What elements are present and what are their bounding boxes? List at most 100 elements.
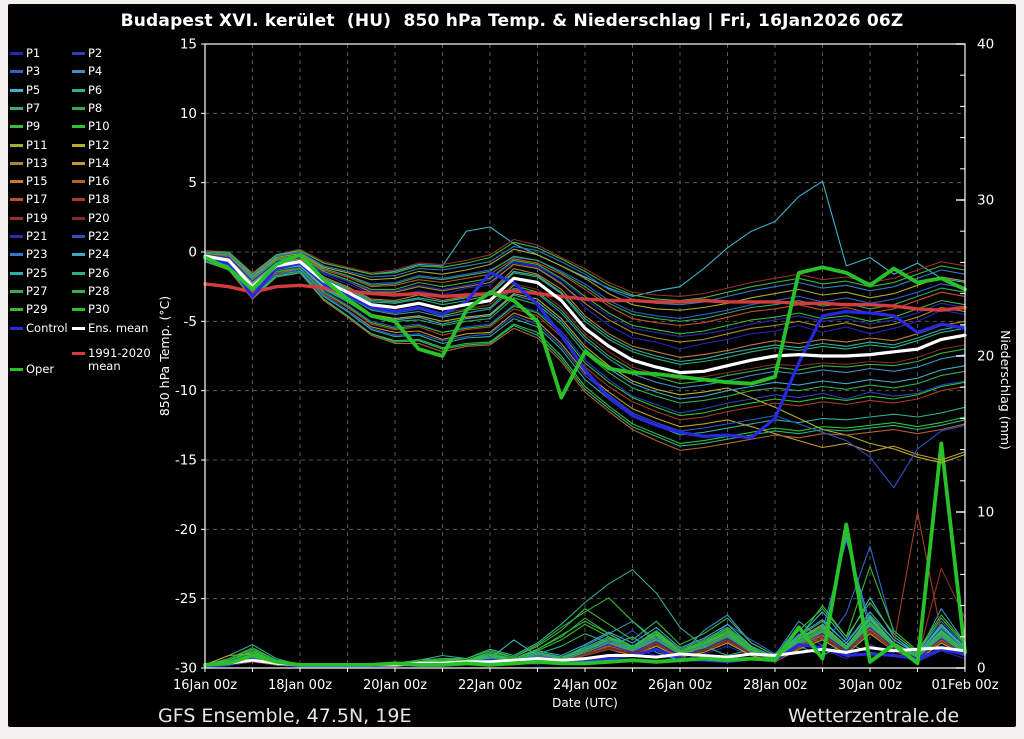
temp-series-p23: [204, 245, 966, 306]
legend-swatch: [72, 326, 85, 330]
axis-tick-label: 22Jan 00z: [458, 678, 522, 693]
legend-item-p4: P4: [72, 64, 102, 79]
temp-series-p1: [204, 254, 966, 350]
temp-series-p24: [204, 256, 966, 400]
legend-swatch: [10, 308, 23, 312]
legend-item-p28: P28: [72, 284, 110, 299]
legend-label: P14: [88, 155, 110, 170]
legend-label: Oper: [26, 362, 55, 376]
temp-series-p9: [204, 252, 966, 335]
axis-tick-label: -15: [175, 453, 197, 469]
legend-swatch: [10, 88, 23, 92]
legend-item-p23: P23: [10, 247, 48, 262]
legend-item-oper: Oper: [10, 362, 54, 377]
legend-label: P29: [26, 302, 48, 317]
legend-item-p29: P29: [10, 302, 48, 317]
temp-series-p15: [204, 254, 966, 358]
legend-item-p11: P11: [10, 138, 48, 153]
temp-series-p16: [204, 261, 966, 451]
x-axis-label: Date (UTC): [552, 696, 618, 710]
legend-item-1991-2020: 1991-2020 mean: [72, 347, 151, 373]
legend-swatch: [72, 253, 85, 257]
axis-tick-label: 0: [188, 245, 197, 261]
legend-label: P1: [26, 46, 41, 60]
legend-swatch: [10, 180, 23, 184]
legend-item-p12: P12: [72, 138, 110, 153]
legend-item-p25: P25: [10, 266, 48, 281]
legend-label: P21: [26, 229, 48, 243]
chart-panel: Budapest XVI. kerület (HU) 850 hPa Temp.…: [8, 4, 1016, 727]
legend-swatch: [72, 125, 85, 129]
legend-label: 1991-2020 mean: [88, 346, 151, 373]
axis-tick-label: 30: [977, 193, 994, 209]
legend-item-p1: P1: [10, 46, 40, 61]
legend-label: P27: [26, 283, 48, 298]
legend-swatch: [10, 253, 23, 257]
axis-tick-label: 16Jan 00z: [173, 678, 237, 693]
temp-series-p6: [204, 259, 966, 436]
legend-swatch: [10, 106, 23, 110]
legend-item-p30: P30: [72, 302, 110, 317]
axis-tick-label: 20: [977, 349, 994, 365]
legend-item-control: Control: [10, 321, 68, 336]
temp-series-p7: [204, 255, 966, 365]
temp-series-p30: [204, 258, 966, 417]
legend-label: P16: [88, 174, 110, 189]
legend-label: mean: [88, 359, 121, 373]
legend-item-p3: P3: [10, 64, 40, 79]
legend-swatch: [10, 289, 23, 293]
axis-tick-label: -30: [175, 661, 197, 677]
axis-tick-label: 18Jan 00z: [268, 678, 332, 693]
legend-label: P12: [88, 137, 110, 152]
legend-swatch: [72, 180, 85, 184]
temp-series-p2: [204, 258, 966, 414]
legend-swatch: [10, 198, 23, 202]
axis-tick-label: 10: [977, 505, 994, 521]
legend-swatch: [72, 52, 85, 55]
legend-label: P7: [26, 100, 41, 115]
legend-swatch: [10, 125, 23, 129]
legend-swatch: [72, 143, 85, 147]
temp-series-p25: [204, 254, 966, 363]
legend-swatch: [10, 235, 23, 238]
legend-label: P25: [26, 265, 48, 280]
legend-swatch: [10, 161, 23, 165]
axis-tick-label: -25: [175, 591, 197, 607]
legend-item-p5: P5: [10, 83, 40, 98]
legend-item-p21: P21: [10, 229, 48, 244]
legend-item-p24: P24: [72, 247, 110, 262]
axis-tick-label: -10: [175, 383, 197, 399]
legend-label: P13: [26, 155, 48, 170]
legend-label: Ens. mean: [88, 320, 149, 335]
legend-label: P20: [88, 210, 110, 225]
legend-swatch: [72, 289, 85, 293]
legend-label: P24: [88, 247, 110, 262]
legend-swatch: [72, 161, 85, 165]
legend-item-p27: P27: [10, 284, 48, 299]
legend-label: P26: [88, 265, 110, 280]
precip-series-oper: [203, 441, 967, 667]
legend-swatch: [10, 368, 23, 371]
legend-item-p20: P20: [72, 211, 110, 226]
legend-swatch: [10, 216, 23, 220]
legend-swatch: [10, 326, 23, 330]
legend-swatch: [72, 70, 85, 74]
legend-item-p18: P18: [72, 192, 110, 207]
axis-tick-label: 0: [977, 661, 986, 677]
axis-tick-label: 26Jan 00z: [648, 678, 712, 693]
legend-label: P23: [26, 247, 48, 262]
legend-label: P9: [26, 119, 41, 134]
temp-series-p19: [204, 238, 966, 297]
legend-label: P17: [26, 192, 48, 207]
temp-series-p22: [204, 259, 966, 489]
legend-item-p16: P16: [72, 174, 110, 189]
legend-label: P10: [88, 119, 110, 134]
legend-swatch: [72, 271, 85, 275]
axis-tick-label: 28Jan 00z: [743, 678, 807, 693]
axis-tick-label: -5: [184, 314, 197, 330]
legend-label: P22: [88, 229, 110, 243]
chart-title: Budapest XVI. kerület (HU) 850 hPa Temp.…: [120, 11, 904, 31]
temp-series-p29: [204, 241, 966, 302]
legend-item-p2: P2: [72, 46, 102, 61]
